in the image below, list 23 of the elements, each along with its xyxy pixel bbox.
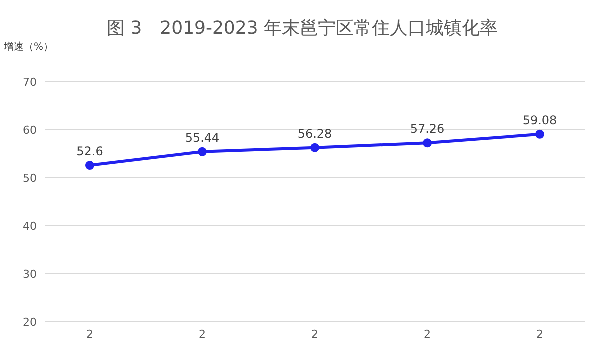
data-label: 55.44	[185, 130, 220, 145]
data-label: 57.26	[410, 122, 445, 136]
y-tick-label: 50	[23, 172, 37, 185]
y-tick-label: 40	[23, 220, 37, 233]
data-label: 59.08	[522, 113, 558, 128]
point	[198, 147, 207, 156]
y-tick-label: 70	[23, 76, 37, 89]
y-tick-label: 30	[23, 268, 37, 281]
data-label: 52.6	[76, 144, 104, 159]
data-label: 56.28	[298, 126, 332, 141]
x-tick-label: 2	[199, 328, 206, 340]
x-tick-label: 2	[536, 328, 544, 340]
chart-title: 图 3 2019-2023 年末邕宁区常住人口城镇化率	[106, 17, 499, 40]
point	[536, 130, 544, 139]
x-tick-label: 2	[424, 328, 431, 340]
point	[310, 143, 320, 152]
y-tick-label: 60	[23, 124, 37, 137]
x-tick-label: 2	[312, 328, 318, 340]
x-tick-label: 2	[86, 328, 94, 340]
y-axis-title: 增速（%）	[4, 40, 54, 54]
point	[423, 138, 432, 148]
point	[86, 161, 94, 170]
y-tick-label: 20	[23, 316, 37, 329]
